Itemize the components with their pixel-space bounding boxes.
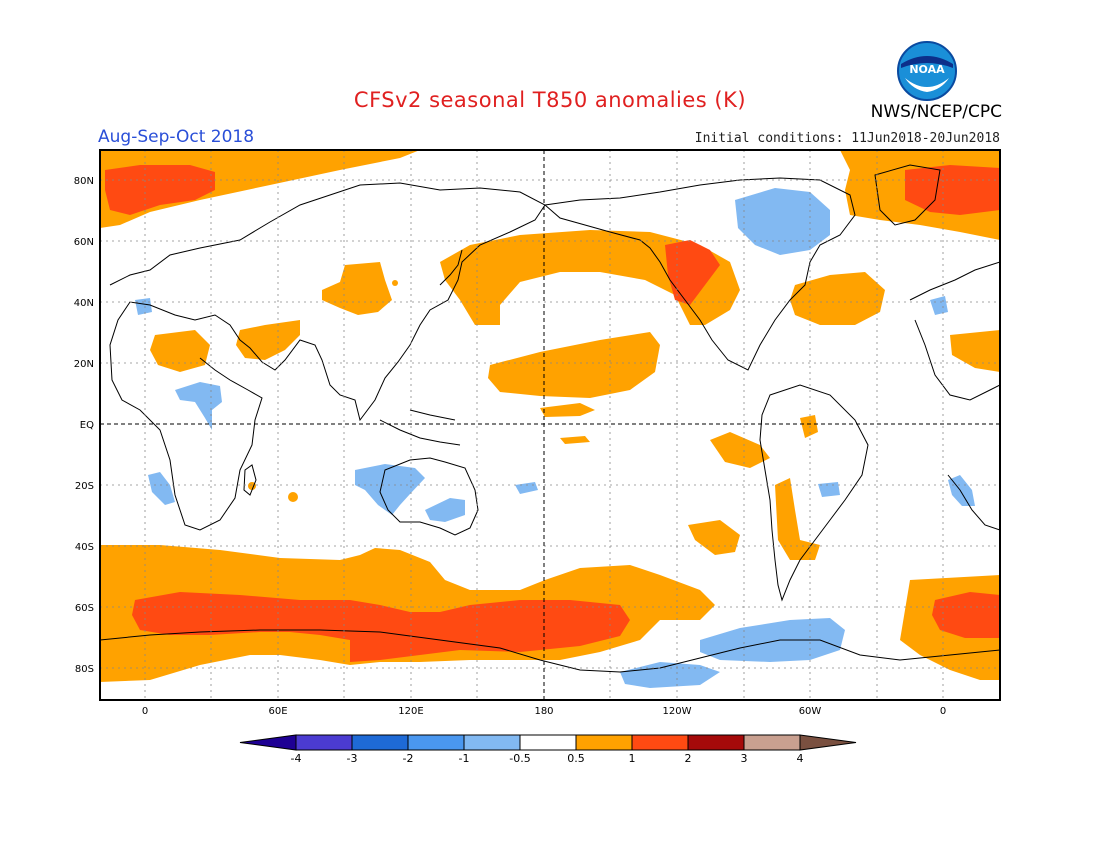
season-label: Aug-Sep-Oct 2018 xyxy=(98,127,255,147)
legend-swatch xyxy=(687,734,745,751)
legend-label: 2 xyxy=(685,752,692,765)
lon-label: 60W xyxy=(799,706,822,717)
organization-label: NWS/NCEP/CPC xyxy=(870,102,1002,122)
legend-swatch xyxy=(631,734,689,751)
lon-label: 120W xyxy=(663,706,692,717)
logo-text: NOAA xyxy=(909,63,945,76)
lat-label: 60S xyxy=(75,603,94,614)
legend-label: 0.5 xyxy=(567,752,585,765)
legend-swatch xyxy=(295,734,353,751)
lat-label: 20N xyxy=(74,359,94,370)
graticule xyxy=(100,150,1000,700)
map-title: CFSv2 seasonal T850 anomalies (K) xyxy=(353,88,747,112)
legend-label: -3 xyxy=(347,752,358,765)
lon-label: 180 xyxy=(534,706,553,717)
legend-label: 3 xyxy=(741,752,748,765)
legend-arrow-low xyxy=(239,734,297,751)
lat-label: EQ xyxy=(80,420,94,431)
legend-label: -2 xyxy=(403,752,414,765)
lat-label: 40N xyxy=(74,298,94,309)
lon-label: 60E xyxy=(268,706,287,717)
coastlines xyxy=(100,164,1000,673)
legend-swatch xyxy=(575,734,633,751)
legend-label: -0.5 xyxy=(509,752,530,765)
lat-label: 60N xyxy=(74,237,94,248)
legend-swatch xyxy=(463,734,521,751)
strong-warm-anomaly-regions xyxy=(105,165,1000,662)
legend-arrow-high xyxy=(799,734,857,751)
lat-label: 80S xyxy=(75,664,94,675)
legend-label: -1 xyxy=(459,752,470,765)
legend-label: 4 xyxy=(797,752,804,765)
lat-label: 40S xyxy=(75,542,94,553)
cool-anomaly-regions xyxy=(135,188,975,688)
legend-label: -4 xyxy=(291,752,302,765)
initial-conditions-label: Initial conditions: 11Jun2018-20Jun2018 xyxy=(694,131,1000,146)
legend-swatch xyxy=(351,734,409,751)
legend-swatch xyxy=(743,734,801,751)
map-frame xyxy=(99,149,1001,701)
lon-label: 120E xyxy=(398,706,423,717)
lon-label: 0 xyxy=(142,706,148,717)
noaa-logo-icon: NOAA xyxy=(897,41,957,101)
lon-label: 0 xyxy=(940,706,946,717)
lat-label: 80N xyxy=(74,176,94,187)
color-legend: -4 -3 -2 -1 -0.5 0.5 1 2 3 4 xyxy=(239,734,857,765)
legend-label: 1 xyxy=(629,752,636,765)
legend-swatch xyxy=(407,734,465,751)
legend-swatch xyxy=(519,734,577,751)
lat-label: 20S xyxy=(75,481,94,492)
